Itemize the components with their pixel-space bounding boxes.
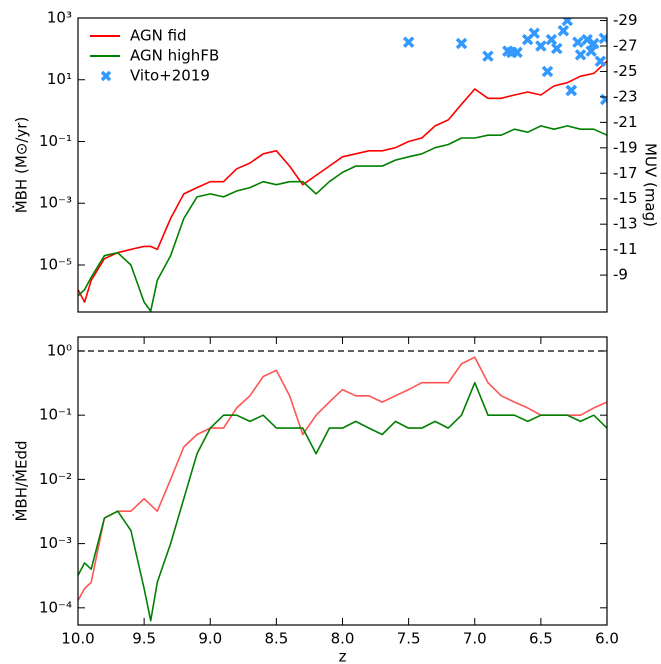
y2-tick-label: -19: [613, 138, 638, 156]
y-tick-label: 10⁻⁴: [39, 598, 72, 616]
x-tick-label: 9.5: [132, 630, 156, 648]
legend-marker: [100, 70, 112, 82]
legend-label: AGN highFB: [130, 47, 219, 65]
scatter-point: [588, 37, 600, 50]
x-tick-label: 7.0: [463, 630, 487, 648]
y-tick-label: 10⁻²: [39, 470, 72, 488]
legend-label: AGN fid: [130, 27, 187, 45]
data-line: [78, 381, 607, 622]
y-axis-label: ṀBH (M⊙/yr): [12, 117, 31, 214]
y2-tick-label: -11: [613, 240, 638, 258]
y2-tick-label: -23: [613, 87, 638, 105]
legend-label: Vito+2019: [130, 67, 210, 85]
scatter-point: [599, 93, 607, 106]
x-tick-label: 8.0: [331, 630, 355, 648]
scatter-point: [594, 55, 607, 68]
data-line: [78, 356, 607, 601]
plot-area: [78, 356, 607, 622]
y2-tick-label: -21: [613, 113, 638, 131]
plot-area: [78, 18, 607, 312]
scatter-point: [557, 24, 570, 37]
plot-frame: [77, 17, 608, 313]
x-tick-label: 10.0: [61, 630, 94, 648]
scatter-point: [551, 42, 563, 55]
scatter-point: [482, 50, 494, 62]
x-tick-label: 6.5: [529, 630, 553, 648]
scatter-point: [585, 45, 597, 57]
scatter-point: [545, 33, 558, 46]
y2-tick-label: -27: [613, 37, 638, 55]
y-tick-label: 10³: [47, 9, 72, 27]
x-tick-label: 7.5: [397, 630, 421, 648]
x-axis-label: z: [339, 648, 347, 664]
y2-tick-label: -13: [613, 215, 638, 233]
y-tick-label: 10⁻³: [39, 194, 72, 212]
y-tick-label: 10⁻¹: [39, 132, 72, 150]
y2-tick-label: -17: [613, 164, 638, 182]
scatter-point: [581, 33, 593, 46]
x-tick-label: 8.5: [264, 630, 288, 648]
y-axis-label: ṀBH/ṀEdd: [12, 440, 31, 521]
scatter-point: [572, 36, 584, 48]
y-tick-label: 10⁻¹: [39, 406, 72, 424]
y2-tick-label: -9: [613, 266, 628, 284]
x-tick-label: 9.0: [198, 630, 222, 648]
x-tick-label: 6.0: [595, 630, 619, 648]
data-line: [78, 125, 607, 312]
y-tick-label: 10⁰: [47, 341, 72, 359]
scatter-point: [598, 32, 607, 45]
y-tick-label: 10⁻⁵: [39, 255, 72, 273]
y-tick-label: 10¹: [47, 70, 72, 88]
scatter-point: [565, 84, 578, 97]
scatter-point: [541, 65, 554, 78]
scatter-point: [455, 37, 468, 50]
y2-tick-label: -15: [613, 189, 638, 207]
y2-axis-label: MUV (mag): [642, 143, 660, 227]
scatter-point: [402, 36, 415, 48]
plot-frame: [77, 336, 608, 626]
scatter-point: [511, 46, 523, 59]
data-line: [78, 60, 607, 303]
scatter-point: [561, 18, 574, 27]
y-tick-label: 10⁻³: [39, 534, 72, 552]
scatter-point: [574, 49, 587, 61]
y2-tick-label: -25: [613, 62, 638, 80]
scatter-point: [535, 40, 547, 52]
scatter-point: [528, 27, 541, 40]
y2-tick-label: -29: [613, 11, 638, 29]
